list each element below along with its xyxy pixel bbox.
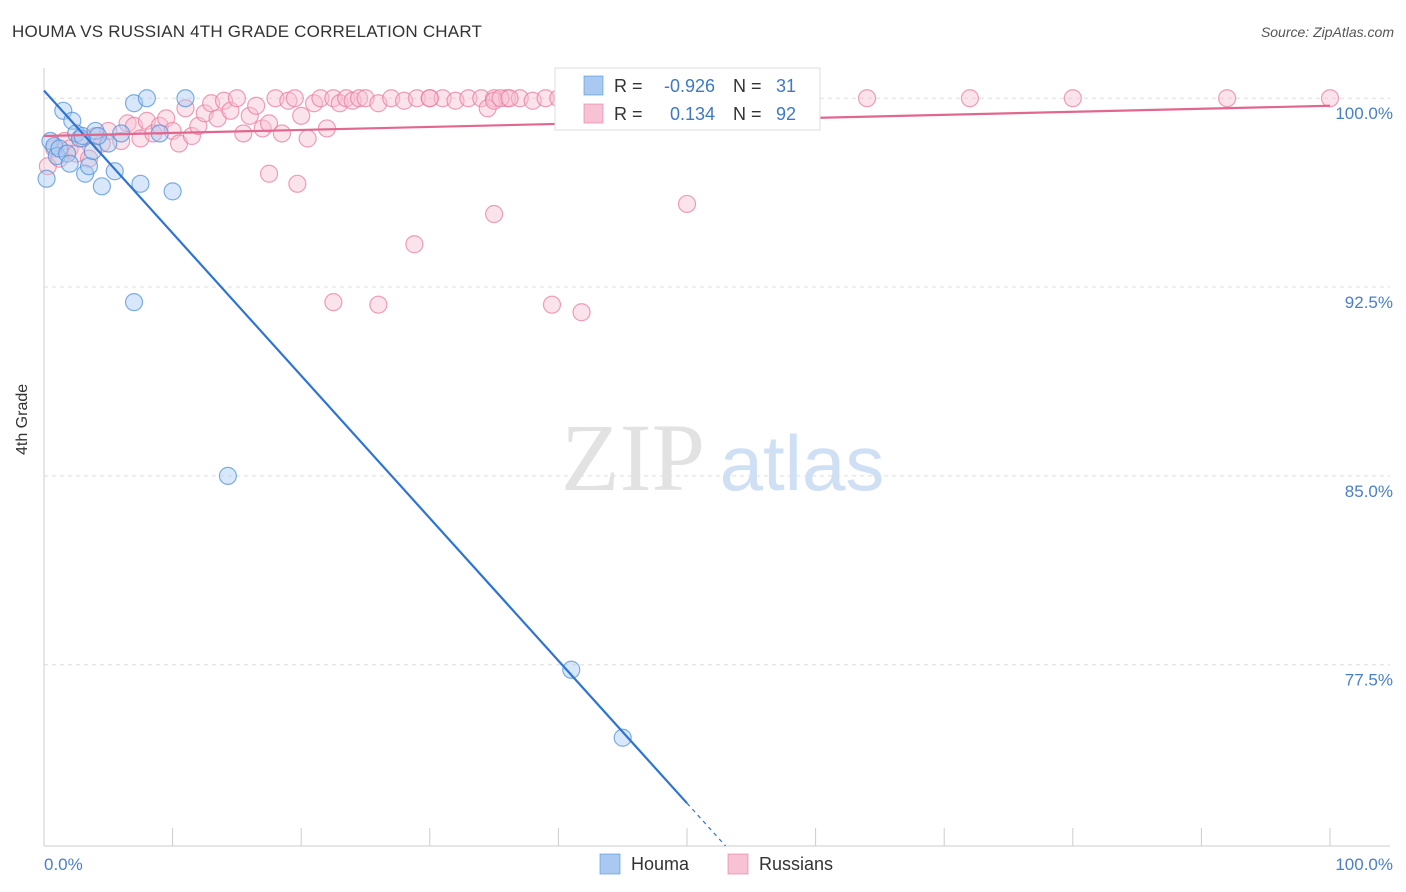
stats-n-label-russians: N = bbox=[733, 104, 762, 124]
watermark-zip: ZIP bbox=[561, 404, 705, 511]
houma-point-26 bbox=[124, 293, 144, 312]
russians-point-31 bbox=[240, 106, 259, 125]
houma-point-21 bbox=[131, 174, 150, 193]
houma-point-13 bbox=[79, 157, 99, 176]
russians-point-89 bbox=[369, 295, 388, 314]
russians-point-30 bbox=[234, 124, 253, 143]
houma-point-16 bbox=[92, 177, 111, 196]
stats-legend: R = -0.926 N = 31 R = 0.134 N = 92 bbox=[554, 67, 821, 131]
houma-point-0 bbox=[37, 169, 56, 188]
russians-point-40 bbox=[298, 129, 317, 148]
russians-point-80 bbox=[420, 89, 439, 108]
russians-point-57 bbox=[459, 89, 478, 108]
houma-point-28 bbox=[562, 660, 581, 679]
y-tick-label-2: 85.0% bbox=[1345, 482, 1393, 501]
houma-point-7 bbox=[60, 154, 79, 173]
russians-point-91 bbox=[572, 303, 591, 322]
watermark-atlas: atlas bbox=[720, 419, 885, 507]
series-legend: Houma Russians bbox=[599, 853, 833, 875]
stats-swatch-russians bbox=[583, 103, 604, 124]
houma-point-30 bbox=[88, 126, 108, 146]
houma-trendline-extension bbox=[686, 802, 727, 847]
chart-title: HOUMA VS RUSSIAN 4TH GRADE CORRELATION C… bbox=[12, 22, 483, 41]
russians-point-38 bbox=[285, 89, 304, 108]
legend-swatch-houma bbox=[599, 853, 621, 875]
y-tick-label-0: 100.0% bbox=[1335, 104, 1393, 123]
russians-point-21 bbox=[176, 99, 195, 118]
stats-r-label-russians: R = bbox=[614, 104, 643, 124]
stats-n-value-russians: 92 bbox=[776, 104, 796, 124]
russians-point-73 bbox=[857, 89, 877, 108]
houma-points bbox=[37, 89, 632, 747]
legend-label-russians: Russians bbox=[759, 854, 833, 874]
russians-point-32 bbox=[247, 96, 266, 115]
stats-swatch-houma bbox=[583, 75, 604, 96]
x-tick-label-1: 100.0% bbox=[1335, 855, 1393, 874]
houma-point-18 bbox=[105, 162, 124, 181]
russians-point-84 bbox=[500, 89, 519, 108]
legend-swatch-russians bbox=[727, 853, 749, 875]
russians-point-75 bbox=[1063, 89, 1082, 108]
russians-point-90 bbox=[542, 295, 562, 314]
russians-point-81 bbox=[478, 99, 497, 118]
russians-point-63 bbox=[536, 89, 555, 108]
stats-n-label-houma: N = bbox=[733, 76, 762, 96]
russians-point-85 bbox=[405, 235, 424, 254]
legend-label-houma: Houma bbox=[631, 854, 690, 874]
houma-point-25 bbox=[176, 89, 195, 108]
russians-point-48 bbox=[349, 89, 369, 108]
stats-r-value-houma: -0.926 bbox=[664, 76, 715, 96]
houma-point-29 bbox=[613, 728, 632, 747]
russians-point-88 bbox=[324, 293, 343, 312]
russians-point-87 bbox=[677, 194, 697, 214]
axes bbox=[43, 68, 1390, 847]
houma-trendline bbox=[43, 89, 688, 804]
x-tick-label-0: 0.0% bbox=[44, 855, 83, 874]
y-tick-label-1: 92.5% bbox=[1345, 293, 1393, 312]
russians-point-29 bbox=[227, 89, 246, 108]
tick-labels: 100.0% 92.5% 85.0% 77.5% 0.0% 100.0% bbox=[44, 104, 1393, 874]
russians-point-34 bbox=[259, 114, 279, 133]
russians-point-74 bbox=[960, 89, 980, 108]
watermark: ZIP atlas bbox=[561, 404, 884, 511]
stats-r-label-houma: R = bbox=[614, 76, 643, 96]
stats-n-value-houma: 31 bbox=[776, 76, 796, 96]
russians-point-79 bbox=[288, 174, 307, 193]
houma-point-22 bbox=[137, 89, 156, 108]
russians-point-78 bbox=[259, 164, 279, 183]
russians-point-76 bbox=[1218, 89, 1237, 108]
russians-point-86 bbox=[485, 204, 504, 224]
y-tick-label-3: 77.5% bbox=[1345, 671, 1393, 690]
russians-point-77 bbox=[1320, 89, 1340, 108]
russians-point-36 bbox=[272, 124, 292, 143]
russians-point-53 bbox=[407, 89, 427, 108]
russians-point-39 bbox=[292, 106, 311, 125]
houma-point-24 bbox=[163, 182, 182, 201]
russians-point-42 bbox=[311, 89, 330, 108]
gridlines bbox=[44, 97, 1390, 666]
houma-point-27 bbox=[218, 466, 237, 485]
chart-source: Source: ZipAtlas.com bbox=[1260, 24, 1394, 40]
stats-r-value-russians: 0.134 bbox=[670, 104, 715, 124]
